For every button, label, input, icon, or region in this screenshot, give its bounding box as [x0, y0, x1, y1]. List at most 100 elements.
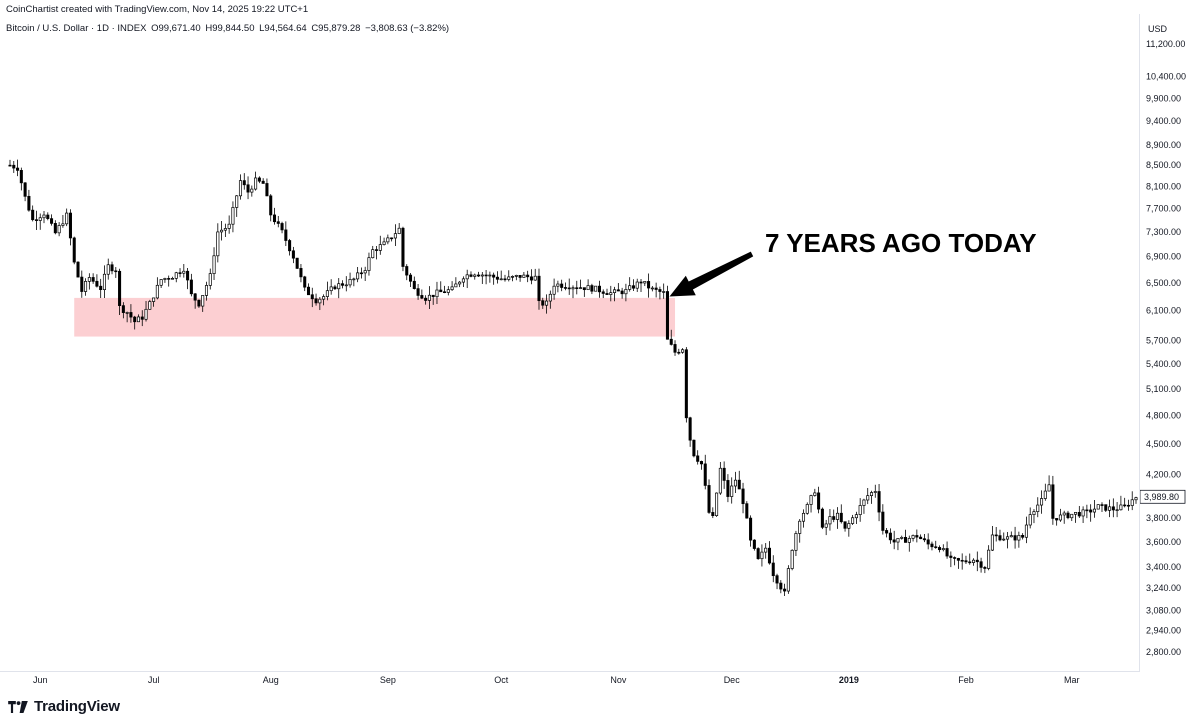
candle-body	[1051, 484, 1055, 519]
candle	[337, 278, 341, 299]
candle-body	[333, 286, 337, 290]
y-tick-label: 9,400.00	[1146, 116, 1181, 126]
candle	[934, 540, 938, 549]
candle-body	[140, 316, 144, 320]
candle-body	[684, 349, 688, 419]
candle	[1111, 498, 1115, 518]
candle	[382, 237, 386, 246]
candle	[1074, 512, 1078, 523]
candle	[987, 545, 991, 571]
candle	[960, 553, 964, 570]
candle-body	[692, 439, 696, 457]
candle-body	[201, 295, 205, 307]
candle	[824, 519, 828, 536]
candle	[57, 222, 61, 237]
candle-body	[987, 549, 991, 569]
candle	[1104, 504, 1108, 512]
candle-body	[409, 274, 413, 282]
candle-body	[261, 180, 265, 184]
candle-body	[1119, 504, 1123, 511]
candle	[318, 296, 322, 311]
candle-body	[1077, 512, 1081, 517]
candle-body	[586, 285, 590, 291]
candle-body	[847, 523, 851, 529]
candle-body	[314, 298, 318, 304]
candle-body	[329, 286, 333, 292]
candle-body	[23, 182, 27, 197]
candle	[843, 521, 847, 532]
candle	[246, 176, 250, 200]
candle	[193, 293, 197, 309]
candle-body	[450, 286, 454, 291]
candle	[1085, 504, 1089, 519]
candle-body	[907, 538, 911, 543]
candle	[767, 541, 772, 565]
candle	[597, 280, 601, 298]
candle-body	[1055, 518, 1059, 521]
candle-body	[571, 287, 575, 290]
candle-body	[726, 480, 730, 497]
candle-body	[492, 274, 496, 278]
candle-body	[356, 272, 360, 280]
candle	[325, 281, 329, 301]
candle-body	[19, 170, 23, 184]
candle-body	[635, 281, 639, 289]
candle	[272, 207, 277, 225]
currency-label: USD	[1148, 24, 1168, 34]
candle	[314, 293, 318, 306]
candle	[643, 281, 647, 287]
price-axis-border	[1139, 14, 1140, 672]
candle	[1062, 510, 1066, 524]
candle-body	[1108, 506, 1112, 511]
candle	[1108, 499, 1112, 518]
candle-body	[212, 255, 216, 274]
candle	[696, 450, 700, 465]
candle-body	[461, 278, 465, 283]
candle	[1089, 504, 1093, 522]
candle	[529, 269, 533, 285]
candle	[620, 287, 624, 299]
candle	[356, 267, 360, 283]
candle-body	[677, 351, 681, 354]
candle	[858, 498, 862, 522]
candle-body	[16, 167, 20, 171]
candle	[900, 535, 904, 540]
candle	[363, 266, 367, 281]
candle-body	[208, 273, 212, 286]
candle	[616, 283, 620, 292]
candle	[873, 484, 877, 498]
candle	[186, 267, 190, 290]
high-value: H99,844.50	[205, 23, 255, 34]
candle	[503, 274, 507, 282]
credit-line: CoinChartist created with TradingView.co…	[6, 4, 309, 15]
annotation-arrow	[669, 251, 754, 297]
candle-body	[382, 241, 386, 245]
candle-body	[1074, 512, 1078, 515]
candle-body	[114, 270, 118, 273]
candle-body	[182, 270, 186, 274]
candle-body	[170, 278, 174, 280]
candle	[310, 287, 314, 308]
candle	[537, 268, 541, 310]
candle-body	[1123, 504, 1127, 507]
candle	[484, 270, 488, 285]
candle	[42, 210, 46, 224]
candle	[216, 223, 220, 263]
candle	[820, 507, 824, 530]
candle	[238, 174, 243, 200]
candle	[182, 264, 186, 278]
candle-body	[775, 575, 779, 584]
candle	[254, 171, 258, 191]
candle	[306, 283, 311, 296]
candle-body	[250, 188, 254, 193]
candle	[1130, 491, 1134, 511]
candle	[756, 547, 760, 560]
candle-body	[854, 514, 858, 519]
candle	[518, 275, 522, 282]
candle	[23, 182, 27, 202]
candle-body	[609, 292, 613, 295]
candle-body	[1104, 504, 1108, 511]
candle-body	[1089, 509, 1093, 513]
candle	[635, 278, 639, 292]
